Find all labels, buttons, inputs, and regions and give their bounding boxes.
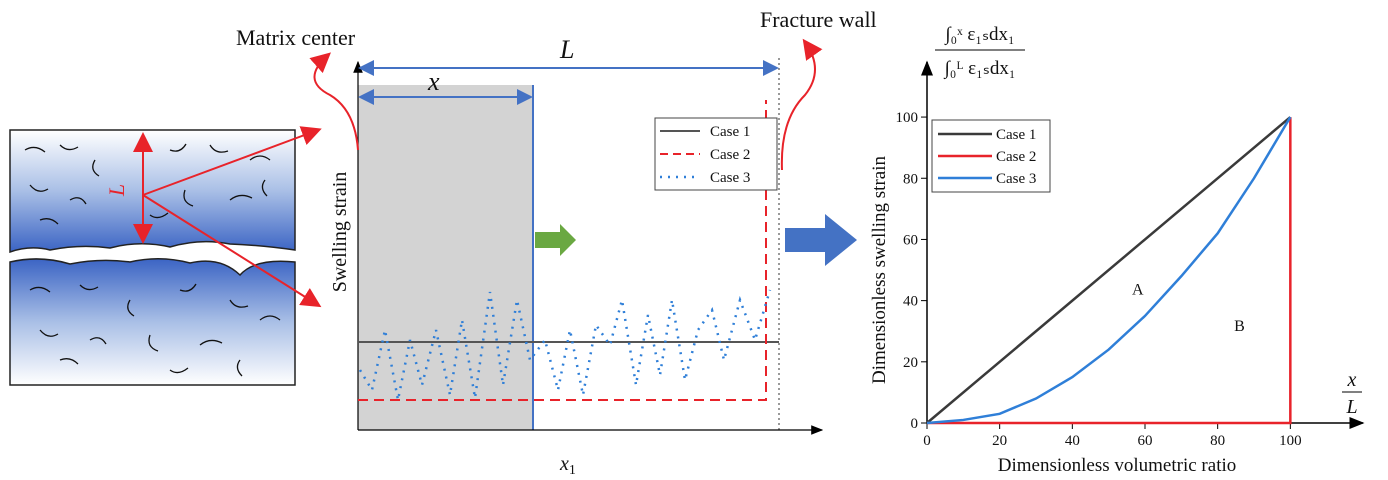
blue-arrow	[785, 214, 857, 266]
x-tick-label: 20	[992, 433, 1007, 449]
swollen-region	[358, 85, 533, 430]
y-tick-label: 100	[896, 110, 919, 126]
formula-denominator: ∫₀ᴸ ε₁ₛdx₁	[944, 58, 1016, 80]
legend-label: Case 2	[996, 149, 1036, 165]
length-label: L	[559, 35, 574, 64]
green-arrow	[535, 224, 576, 256]
formula-numerator: ∫₀ˣ ε₁ₛdx₁	[944, 24, 1014, 46]
y-tick-label: 20	[903, 355, 918, 371]
y-tick-label: 60	[903, 232, 918, 248]
case3-line	[358, 289, 772, 401]
x-axis-title: Dimensionless volumetric ratio	[998, 455, 1237, 475]
y-axis-title: Dimensionless swelling strain	[869, 156, 890, 384]
rock-diagram: L	[9, 126, 322, 386]
y-tick-label: 0	[911, 416, 919, 432]
legend-label: Case 3	[996, 171, 1036, 187]
x-axis-sub: 1	[569, 463, 576, 475]
x-tick-label: 80	[1210, 433, 1225, 449]
x-axis-main: x	[559, 453, 569, 475]
matrix-arrow	[309, 52, 359, 151]
x-tick-label: 60	[1138, 433, 1153, 449]
position-label: x	[427, 67, 440, 96]
legend-label: Case 1	[710, 124, 750, 140]
y-axis-label: Swelling strain	[329, 172, 351, 293]
y-tick-label: 40	[903, 294, 918, 310]
series-line	[927, 117, 1292, 425]
y-tick-label: 80	[903, 171, 918, 187]
annotation: A	[1132, 282, 1144, 299]
matrix-label: Matrix center	[236, 25, 356, 50]
case2-line	[358, 100, 767, 401]
x-tick-label: 100	[1279, 433, 1302, 449]
fracture-label: Fracture wall	[760, 7, 877, 32]
x-fraction-den: L	[1345, 396, 1357, 418]
legend-label: Case 3	[710, 170, 750, 186]
chart: ∫₀ˣ ε₁ₛdx₁ ∫₀ᴸ ε₁ₛdx₁ x L Dimensionless …	[869, 24, 1365, 476]
legend-label: Case 2	[710, 147, 750, 163]
series-line	[926, 116, 1292, 424]
fracture-arrow	[780, 38, 823, 171]
x-fraction-num: x	[1347, 369, 1357, 391]
series-line	[926, 116, 1292, 425]
x-axis-label: x1	[559, 453, 576, 475]
x-tick-label: 0	[923, 433, 931, 449]
legend-label: Case 1	[996, 127, 1036, 143]
rock-length-label: L	[104, 184, 129, 197]
annotation: B	[1234, 318, 1245, 335]
schematic-panel: Case 1 Case 2 Case 3 Matrix center Fract…	[236, 7, 877, 478]
x-tick-label: 40	[1065, 433, 1080, 449]
